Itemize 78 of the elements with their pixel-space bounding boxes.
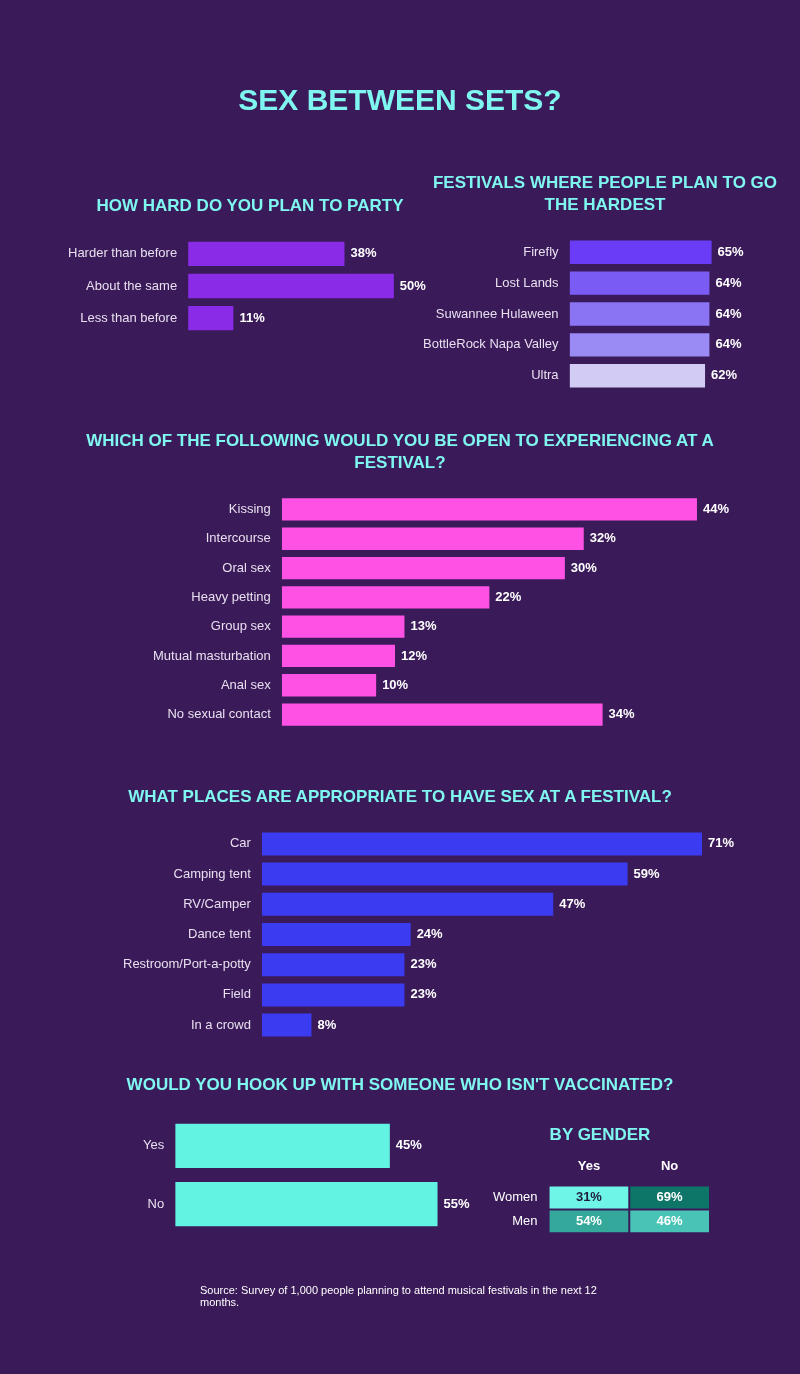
data-label: 31%: [575, 1189, 603, 1205]
y-tick-label: Harder than before: [68, 245, 178, 261]
data-label: 23%: [410, 956, 437, 972]
y-tick-label: Group sex: [210, 618, 272, 634]
chart-title: WHICH OF THE FOLLOWING WOULD YOU BE OPEN TO EXPERIENCING AT A FESTIVAL?: [85, 430, 715, 474]
data-label: 64%: [715, 274, 742, 290]
y-tick-label: Anal sex: [220, 676, 272, 692]
chart-title: WHAT PLACES ARE APPROPRIATE TO HAVE SEX AT A FESTIVAL?: [127, 786, 673, 808]
y-tick-label: Kissing: [228, 501, 271, 517]
data-label: 23%: [410, 986, 437, 1002]
y-tick-label: BottleRock Napa Valley: [423, 336, 560, 352]
data-label: 62%: [711, 367, 738, 383]
y-tick-label: Heavy petting: [191, 588, 271, 604]
y-tick-label: Restroom/Port-a-potty: [123, 956, 252, 972]
chart-title: BY GENDER: [548, 1124, 652, 1146]
y-tick-label: Lost Lands: [495, 274, 560, 290]
bar: [281, 615, 405, 638]
data-label: 50%: [399, 277, 427, 293]
bar: [261, 983, 405, 1007]
y-tick-label: Dance tent: [188, 926, 252, 942]
bar: [261, 1013, 312, 1037]
data-label: 32%: [589, 530, 617, 546]
bar: [281, 644, 396, 668]
y-tick-label: Field: [222, 986, 251, 1002]
data-label: 11%: [239, 309, 266, 325]
y-tick-label: Suwannee Hulaween: [435, 305, 559, 321]
y-tick-label: Intercourse: [205, 530, 271, 546]
bar: [281, 527, 584, 550]
y-tick-label: No: [147, 1195, 165, 1211]
bar: [261, 832, 702, 856]
data-label: 13%: [410, 618, 437, 634]
data-label: 44%: [702, 501, 730, 517]
data-label: 55%: [443, 1195, 470, 1211]
y-tick-label: Women: [492, 1189, 538, 1205]
data-label: 54%: [575, 1212, 603, 1228]
chart-title: WOULD YOU HOOK UP WITH SOMEONE WHO ISN'T VACCINATED?: [125, 1074, 675, 1096]
bar: [261, 923, 411, 946]
data-label: 69%: [656, 1189, 684, 1205]
y-tick-label: RV/Camper: [183, 895, 252, 911]
y-tick-label: Mutual masturbation: [153, 647, 271, 663]
bar: [281, 674, 377, 697]
bar: [261, 862, 628, 886]
data-label: 10%: [382, 676, 409, 692]
y-tick-label: Camping tent: [173, 865, 252, 881]
bar: [261, 953, 405, 977]
data-label: 38%: [350, 245, 377, 261]
y-tick-label: Ultra: [531, 367, 560, 383]
data-label: 46%: [656, 1212, 684, 1228]
data-label: 34%: [608, 706, 636, 722]
bar: [281, 556, 565, 580]
data-label: 71%: [707, 835, 735, 851]
y-tick-label: Car: [229, 835, 252, 851]
data-label: 64%: [715, 305, 742, 321]
y-tick-label: In a crowd: [190, 1016, 251, 1032]
data-label: 64%: [715, 336, 742, 352]
data-label: 22%: [495, 588, 522, 604]
data-label: 65%: [717, 243, 745, 259]
y-tick-label: Less than before: [80, 309, 178, 325]
data-label: 30%: [570, 559, 598, 575]
y-tick-label: Firefly: [523, 243, 560, 259]
y-tick-label: About the same: [86, 277, 178, 293]
bar: [281, 703, 603, 726]
bar: [261, 892, 554, 916]
data-label: 59%: [633, 865, 661, 881]
chart-title: HOW HARD DO YOU PLAN TO PARTY: [95, 195, 405, 217]
data-label: 8%: [317, 1016, 337, 1032]
text: SEX BETWEEN SETS?: [237, 82, 563, 118]
y-tick-label: No sexual contact: [167, 706, 272, 722]
data-label: 45%: [395, 1137, 423, 1153]
data-label: 12%: [401, 647, 428, 663]
y-tick-label: Oral sex: [222, 559, 272, 575]
source-note: Source: Survey of 1,000 people planning to attend musical festivals in the next 12 months.: [200, 1284, 598, 1308]
chart-title: FESTIVALS WHERE PEOPLE PLAN TO GO THE HARDEST: [431, 172, 779, 216]
bar: [281, 586, 490, 609]
bar: [281, 498, 697, 521]
data-label: 24%: [416, 926, 444, 942]
y-tick-label: Men: [512, 1212, 538, 1228]
data-label: 47%: [559, 895, 586, 911]
